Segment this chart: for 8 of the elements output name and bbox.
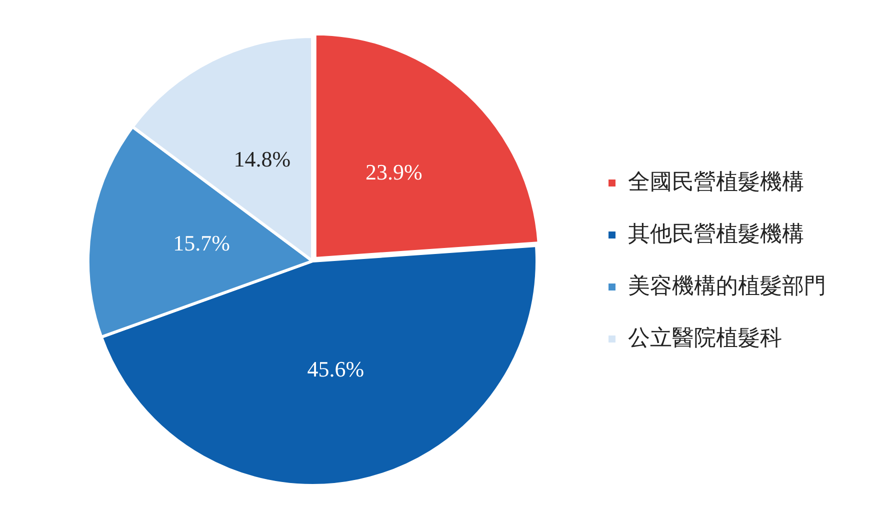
- data-label: 45.6%: [307, 356, 364, 382]
- legend-label: 其他民營植髮機構: [628, 220, 804, 246]
- legend-label: 美容機構的植髮部門: [628, 272, 826, 298]
- data-label: 15.7%: [173, 230, 230, 256]
- legend-label: 全國民營植髮機構: [628, 168, 804, 194]
- data-label: 14.8%: [234, 146, 291, 172]
- data-label: 23.9%: [365, 160, 422, 185]
- legend-label: 公立醫院植髮科: [628, 324, 782, 350]
